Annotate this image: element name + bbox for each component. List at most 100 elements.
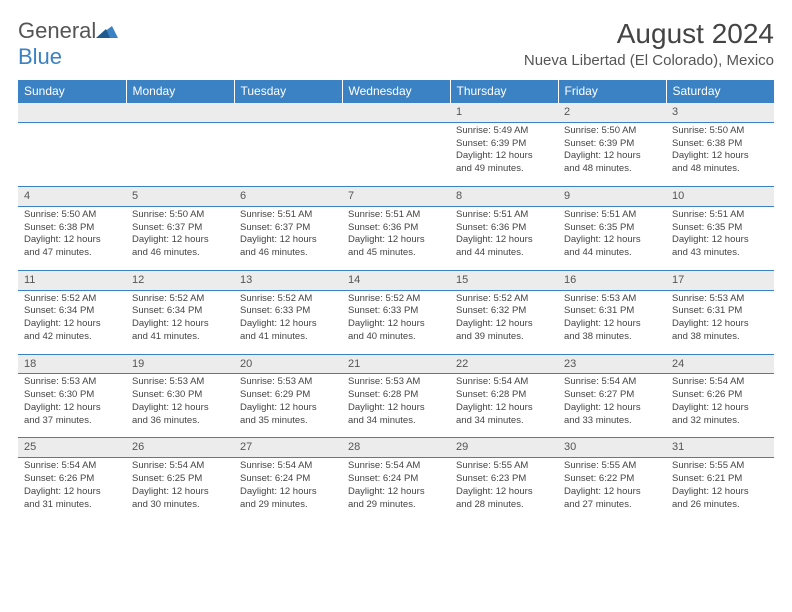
day-cell: Sunrise: 5:52 AMSunset: 6:34 PMDaylight:… (18, 290, 126, 354)
day-cell: Sunrise: 5:54 AMSunset: 6:24 PMDaylight:… (342, 458, 450, 522)
day-cell: Sunrise: 5:51 AMSunset: 6:35 PMDaylight:… (666, 206, 774, 270)
day-cell: Sunrise: 5:54 AMSunset: 6:26 PMDaylight:… (18, 458, 126, 522)
brand-triangle-icon (96, 18, 118, 44)
day-number (342, 103, 450, 123)
day-number: 3 (666, 103, 774, 123)
day-header-row: SundayMondayTuesdayWednesdayThursdayFrid… (18, 80, 774, 103)
day-cell: Sunrise: 5:50 AMSunset: 6:37 PMDaylight:… (126, 206, 234, 270)
day-number (126, 103, 234, 123)
day-number: 7 (342, 186, 450, 206)
day-cell: Sunrise: 5:52 AMSunset: 6:33 PMDaylight:… (342, 290, 450, 354)
day-cell: Sunrise: 5:52 AMSunset: 6:34 PMDaylight:… (126, 290, 234, 354)
day-cell: Sunrise: 5:54 AMSunset: 6:28 PMDaylight:… (450, 374, 558, 438)
day-number: 18 (18, 354, 126, 374)
day-cell: Sunrise: 5:55 AMSunset: 6:21 PMDaylight:… (666, 458, 774, 522)
day-cell: Sunrise: 5:54 AMSunset: 6:26 PMDaylight:… (666, 374, 774, 438)
day-number: 15 (450, 270, 558, 290)
day-number: 21 (342, 354, 450, 374)
day-cell: Sunrise: 5:51 AMSunset: 6:37 PMDaylight:… (234, 206, 342, 270)
day-number: 2 (558, 103, 666, 123)
day-number-row: 11121314151617 (18, 270, 774, 290)
location-text: Nueva Libertad (El Colorado), Mexico (524, 52, 774, 69)
day-number: 19 (126, 354, 234, 374)
day-number: 6 (234, 186, 342, 206)
day-number: 24 (666, 354, 774, 374)
calendar-table: SundayMondayTuesdayWednesdayThursdayFrid… (18, 80, 774, 522)
day-number: 10 (666, 186, 774, 206)
day-number: 9 (558, 186, 666, 206)
day-cell (342, 122, 450, 186)
day-cell: Sunrise: 5:53 AMSunset: 6:28 PMDaylight:… (342, 374, 450, 438)
day-number: 30 (558, 438, 666, 458)
day-number: 29 (450, 438, 558, 458)
brand-name-part2: Blue (18, 44, 62, 69)
day-cell: Sunrise: 5:53 AMSunset: 6:30 PMDaylight:… (18, 374, 126, 438)
day-cell: Sunrise: 5:54 AMSunset: 6:27 PMDaylight:… (558, 374, 666, 438)
day-cell: Sunrise: 5:54 AMSunset: 6:24 PMDaylight:… (234, 458, 342, 522)
day-cell: Sunrise: 5:51 AMSunset: 6:36 PMDaylight:… (450, 206, 558, 270)
day-content-row: Sunrise: 5:54 AMSunset: 6:26 PMDaylight:… (18, 458, 774, 522)
day-content-row: Sunrise: 5:50 AMSunset: 6:38 PMDaylight:… (18, 206, 774, 270)
day-cell: Sunrise: 5:51 AMSunset: 6:35 PMDaylight:… (558, 206, 666, 270)
day-header: Wednesday (342, 80, 450, 103)
day-cell: Sunrise: 5:55 AMSunset: 6:23 PMDaylight:… (450, 458, 558, 522)
day-number: 20 (234, 354, 342, 374)
month-title: August 2024 (524, 18, 774, 50)
day-number: 28 (342, 438, 450, 458)
day-cell (18, 122, 126, 186)
day-header: Friday (558, 80, 666, 103)
day-number: 23 (558, 354, 666, 374)
day-number-row: 25262728293031 (18, 438, 774, 458)
day-number (234, 103, 342, 123)
day-content-row: Sunrise: 5:53 AMSunset: 6:30 PMDaylight:… (18, 374, 774, 438)
page-header: GeneralBlue August 2024 Nueva Libertad (… (18, 18, 774, 70)
day-header: Monday (126, 80, 234, 103)
brand-logo: GeneralBlue (18, 18, 118, 70)
day-number: 11 (18, 270, 126, 290)
title-block: August 2024 Nueva Libertad (El Colorado)… (524, 18, 774, 69)
day-cell: Sunrise: 5:50 AMSunset: 6:38 PMDaylight:… (18, 206, 126, 270)
calendar-body: 123Sunrise: 5:49 AMSunset: 6:39 PMDaylig… (18, 103, 774, 522)
day-cell: Sunrise: 5:53 AMSunset: 6:31 PMDaylight:… (558, 290, 666, 354)
day-number: 14 (342, 270, 450, 290)
day-number: 22 (450, 354, 558, 374)
day-cell: Sunrise: 5:53 AMSunset: 6:30 PMDaylight:… (126, 374, 234, 438)
day-header: Thursday (450, 80, 558, 103)
day-cell (234, 122, 342, 186)
day-content-row: Sunrise: 5:49 AMSunset: 6:39 PMDaylight:… (18, 122, 774, 186)
day-number: 31 (666, 438, 774, 458)
day-cell (126, 122, 234, 186)
day-cell: Sunrise: 5:54 AMSunset: 6:25 PMDaylight:… (126, 458, 234, 522)
day-number: 26 (126, 438, 234, 458)
day-number: 27 (234, 438, 342, 458)
day-cell: Sunrise: 5:50 AMSunset: 6:39 PMDaylight:… (558, 122, 666, 186)
day-cell: Sunrise: 5:52 AMSunset: 6:33 PMDaylight:… (234, 290, 342, 354)
day-cell: Sunrise: 5:52 AMSunset: 6:32 PMDaylight:… (450, 290, 558, 354)
calendar-page: GeneralBlue August 2024 Nueva Libertad (… (0, 0, 792, 522)
day-number: 1 (450, 103, 558, 123)
day-cell: Sunrise: 5:49 AMSunset: 6:39 PMDaylight:… (450, 122, 558, 186)
day-number: 17 (666, 270, 774, 290)
day-number: 5 (126, 186, 234, 206)
day-number: 13 (234, 270, 342, 290)
day-number: 12 (126, 270, 234, 290)
day-number-row: 18192021222324 (18, 354, 774, 374)
day-cell: Sunrise: 5:50 AMSunset: 6:38 PMDaylight:… (666, 122, 774, 186)
day-cell: Sunrise: 5:51 AMSunset: 6:36 PMDaylight:… (342, 206, 450, 270)
brand-name: GeneralBlue (18, 18, 118, 70)
day-cell: Sunrise: 5:53 AMSunset: 6:31 PMDaylight:… (666, 290, 774, 354)
day-content-row: Sunrise: 5:52 AMSunset: 6:34 PMDaylight:… (18, 290, 774, 354)
day-header: Saturday (666, 80, 774, 103)
day-number (18, 103, 126, 123)
brand-name-part1: General (18, 18, 96, 43)
day-number-row: 123 (18, 103, 774, 123)
day-header: Sunday (18, 80, 126, 103)
day-number: 8 (450, 186, 558, 206)
day-number-row: 45678910 (18, 186, 774, 206)
day-header: Tuesday (234, 80, 342, 103)
day-cell: Sunrise: 5:55 AMSunset: 6:22 PMDaylight:… (558, 458, 666, 522)
day-number: 4 (18, 186, 126, 206)
day-cell: Sunrise: 5:53 AMSunset: 6:29 PMDaylight:… (234, 374, 342, 438)
day-number: 25 (18, 438, 126, 458)
day-number: 16 (558, 270, 666, 290)
